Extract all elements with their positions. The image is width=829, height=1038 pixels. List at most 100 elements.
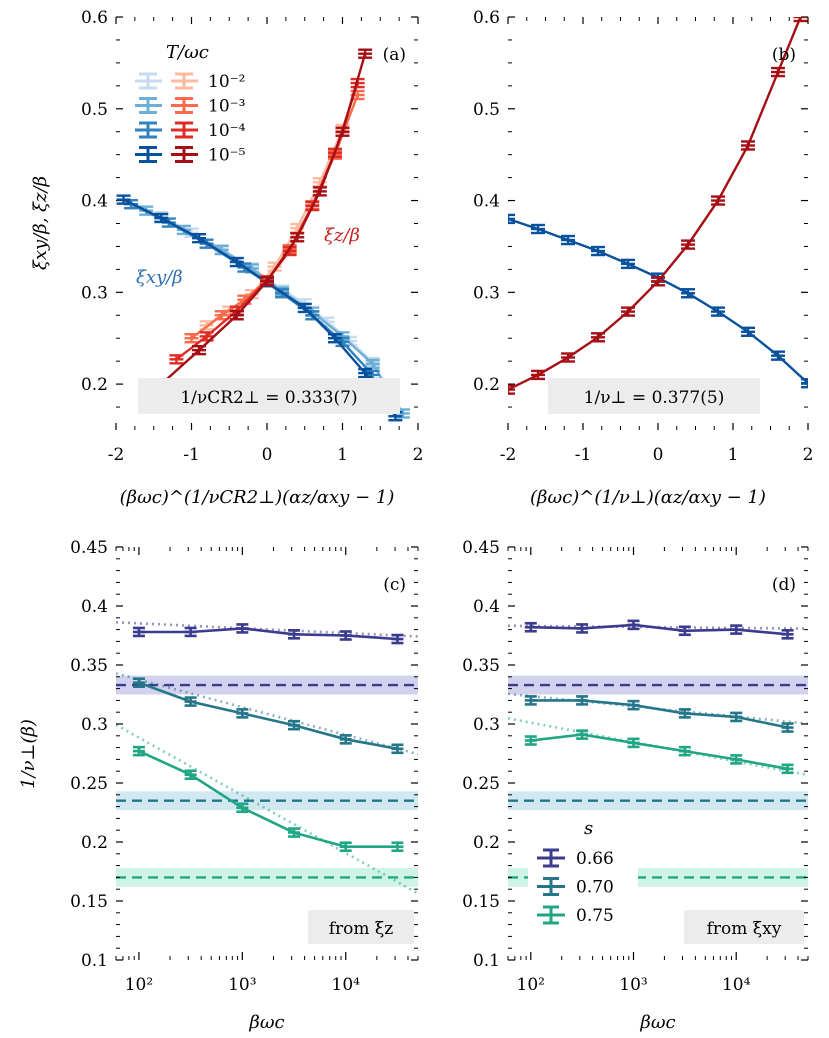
- x-axis-label: βωc: [248, 1012, 284, 1033]
- xi-xy-label: ξxy/β: [136, 267, 183, 288]
- legend-entry: 0.75: [576, 906, 614, 926]
- fit-line: [116, 723, 418, 895]
- legend-entry: 0.66: [576, 849, 614, 869]
- data-point-z: [793, 17, 808, 23]
- y-tick-label: 0.2: [81, 375, 108, 395]
- y-tick-label: 0.4: [473, 597, 500, 617]
- data-point: [339, 630, 352, 641]
- x-tick-label: 10⁴: [722, 975, 751, 995]
- y-tick-label: 0.3: [81, 283, 108, 303]
- y-tick-label: 0.2: [473, 375, 500, 395]
- data-point: [576, 695, 589, 706]
- data-point: [391, 633, 404, 645]
- fit-line: [116, 620, 418, 638]
- data-point: [781, 629, 794, 640]
- data-point: [236, 802, 249, 814]
- legend-title: T/ωc: [166, 42, 209, 63]
- data-point: [184, 769, 197, 781]
- data-point-z: [184, 333, 199, 344]
- data-point: [576, 729, 589, 740]
- y-tick-label: 0.5: [473, 100, 500, 120]
- data-point-z: [651, 276, 665, 287]
- legend-entry: 10⁻²: [208, 72, 245, 92]
- data-point-z: [531, 369, 545, 381]
- data-point: [236, 623, 249, 634]
- xi-z-label: ξz/β: [324, 225, 360, 246]
- x-axis-label: (βωc)^(1/ν⊥)(αz/αxy − 1): [530, 487, 766, 508]
- data-point: [730, 624, 743, 635]
- y-tick-label: 0.5: [81, 100, 108, 120]
- y-tick-label: 0.6: [81, 8, 108, 28]
- data-point-xy: [621, 258, 635, 270]
- legend-entry: 10⁻⁴: [208, 121, 246, 141]
- series-line-z: [160, 53, 367, 385]
- data-point: [781, 763, 794, 775]
- data-point-z: [350, 89, 365, 101]
- data-point-z: [508, 384, 515, 395]
- data-point-xy: [229, 256, 244, 268]
- panel-c: 0.1 0.15 0.2 0.25 0.3 0.35 0.4 0.45 10² 10³ 10⁴ fro…: [18, 538, 419, 1033]
- data-point-z: [561, 352, 575, 363]
- data-point: [339, 734, 352, 745]
- legend-marker: [543, 905, 559, 925]
- annotation-box: [684, 910, 804, 944]
- data-point: [132, 677, 145, 689]
- series-line: [138, 749, 398, 848]
- y-tick-label: 0.6: [473, 8, 500, 28]
- data-point: [576, 623, 589, 634]
- x-tick-label: 10³: [619, 975, 647, 995]
- legend-entry: 10⁻³: [208, 97, 245, 117]
- panel-a: -2 -1 0 1 2 0.2 0.3 0.4 0.5 0.6 1/νCR2⊥ = 0.333(7)…: [30, 8, 423, 508]
- y-tick-label: 0.4: [81, 192, 108, 212]
- data-point: [678, 745, 691, 757]
- data-point: [391, 841, 404, 853]
- data-point: [627, 619, 640, 631]
- x-axis-label: βωc: [639, 1012, 675, 1033]
- data-point: [678, 625, 691, 637]
- x-tick-label: 1: [728, 445, 739, 465]
- data-point-z: [335, 126, 350, 137]
- y-axis-label: ξxy/β, ξz/β: [30, 176, 51, 270]
- data-point: [288, 629, 301, 640]
- y-tick-label: 0.1: [473, 951, 500, 971]
- series-line-z: [508, 17, 802, 391]
- data-point: [524, 735, 537, 746]
- data-point-z: [290, 232, 305, 243]
- data-point: [184, 696, 197, 707]
- data-point: [524, 621, 537, 633]
- data-point: [132, 745, 145, 757]
- data-point-z: [229, 310, 244, 321]
- x-tick-label: -2: [500, 445, 517, 465]
- series-line-xy: [508, 217, 808, 385]
- legend-entry: 10⁻⁵: [208, 146, 246, 166]
- fit-annotation: 1/ν⊥ = 0.377(5): [584, 388, 725, 408]
- x-tick-label: 10⁴: [332, 975, 361, 995]
- data-point: [184, 626, 197, 638]
- y-tick-label: 0.15: [462, 892, 500, 912]
- y-tick-label: 0.3: [473, 283, 500, 303]
- y-tick-label: 0.25: [70, 774, 108, 794]
- data-point: [627, 699, 640, 711]
- data-point-xy: [711, 306, 725, 317]
- data-point-xy: [591, 245, 605, 257]
- legend-marker: [543, 848, 559, 868]
- x-tick-label: 0: [653, 445, 664, 465]
- x-tick-label: 10³: [228, 975, 256, 995]
- data-point-xy: [365, 358, 380, 370]
- y-tick-label: 0.1: [81, 951, 108, 971]
- legend-entry: 0.70: [576, 878, 614, 898]
- data-point-z: [260, 276, 274, 287]
- x-tick-label: 2: [803, 445, 814, 465]
- data-point: [678, 708, 691, 719]
- data-point-xy: [771, 350, 785, 361]
- fit-annotation: 1/νCR2⊥ = 0.333(7): [180, 388, 357, 408]
- data-point-xy: [327, 333, 342, 344]
- data-point: [236, 708, 249, 719]
- data-point: [524, 695, 537, 706]
- y-tick-label: 0.25: [462, 774, 500, 794]
- y-tick-label: 0.4: [81, 597, 108, 617]
- x-tick-label: -1: [183, 445, 200, 465]
- x-tick-label: 1: [337, 445, 348, 465]
- data-point: [339, 841, 352, 853]
